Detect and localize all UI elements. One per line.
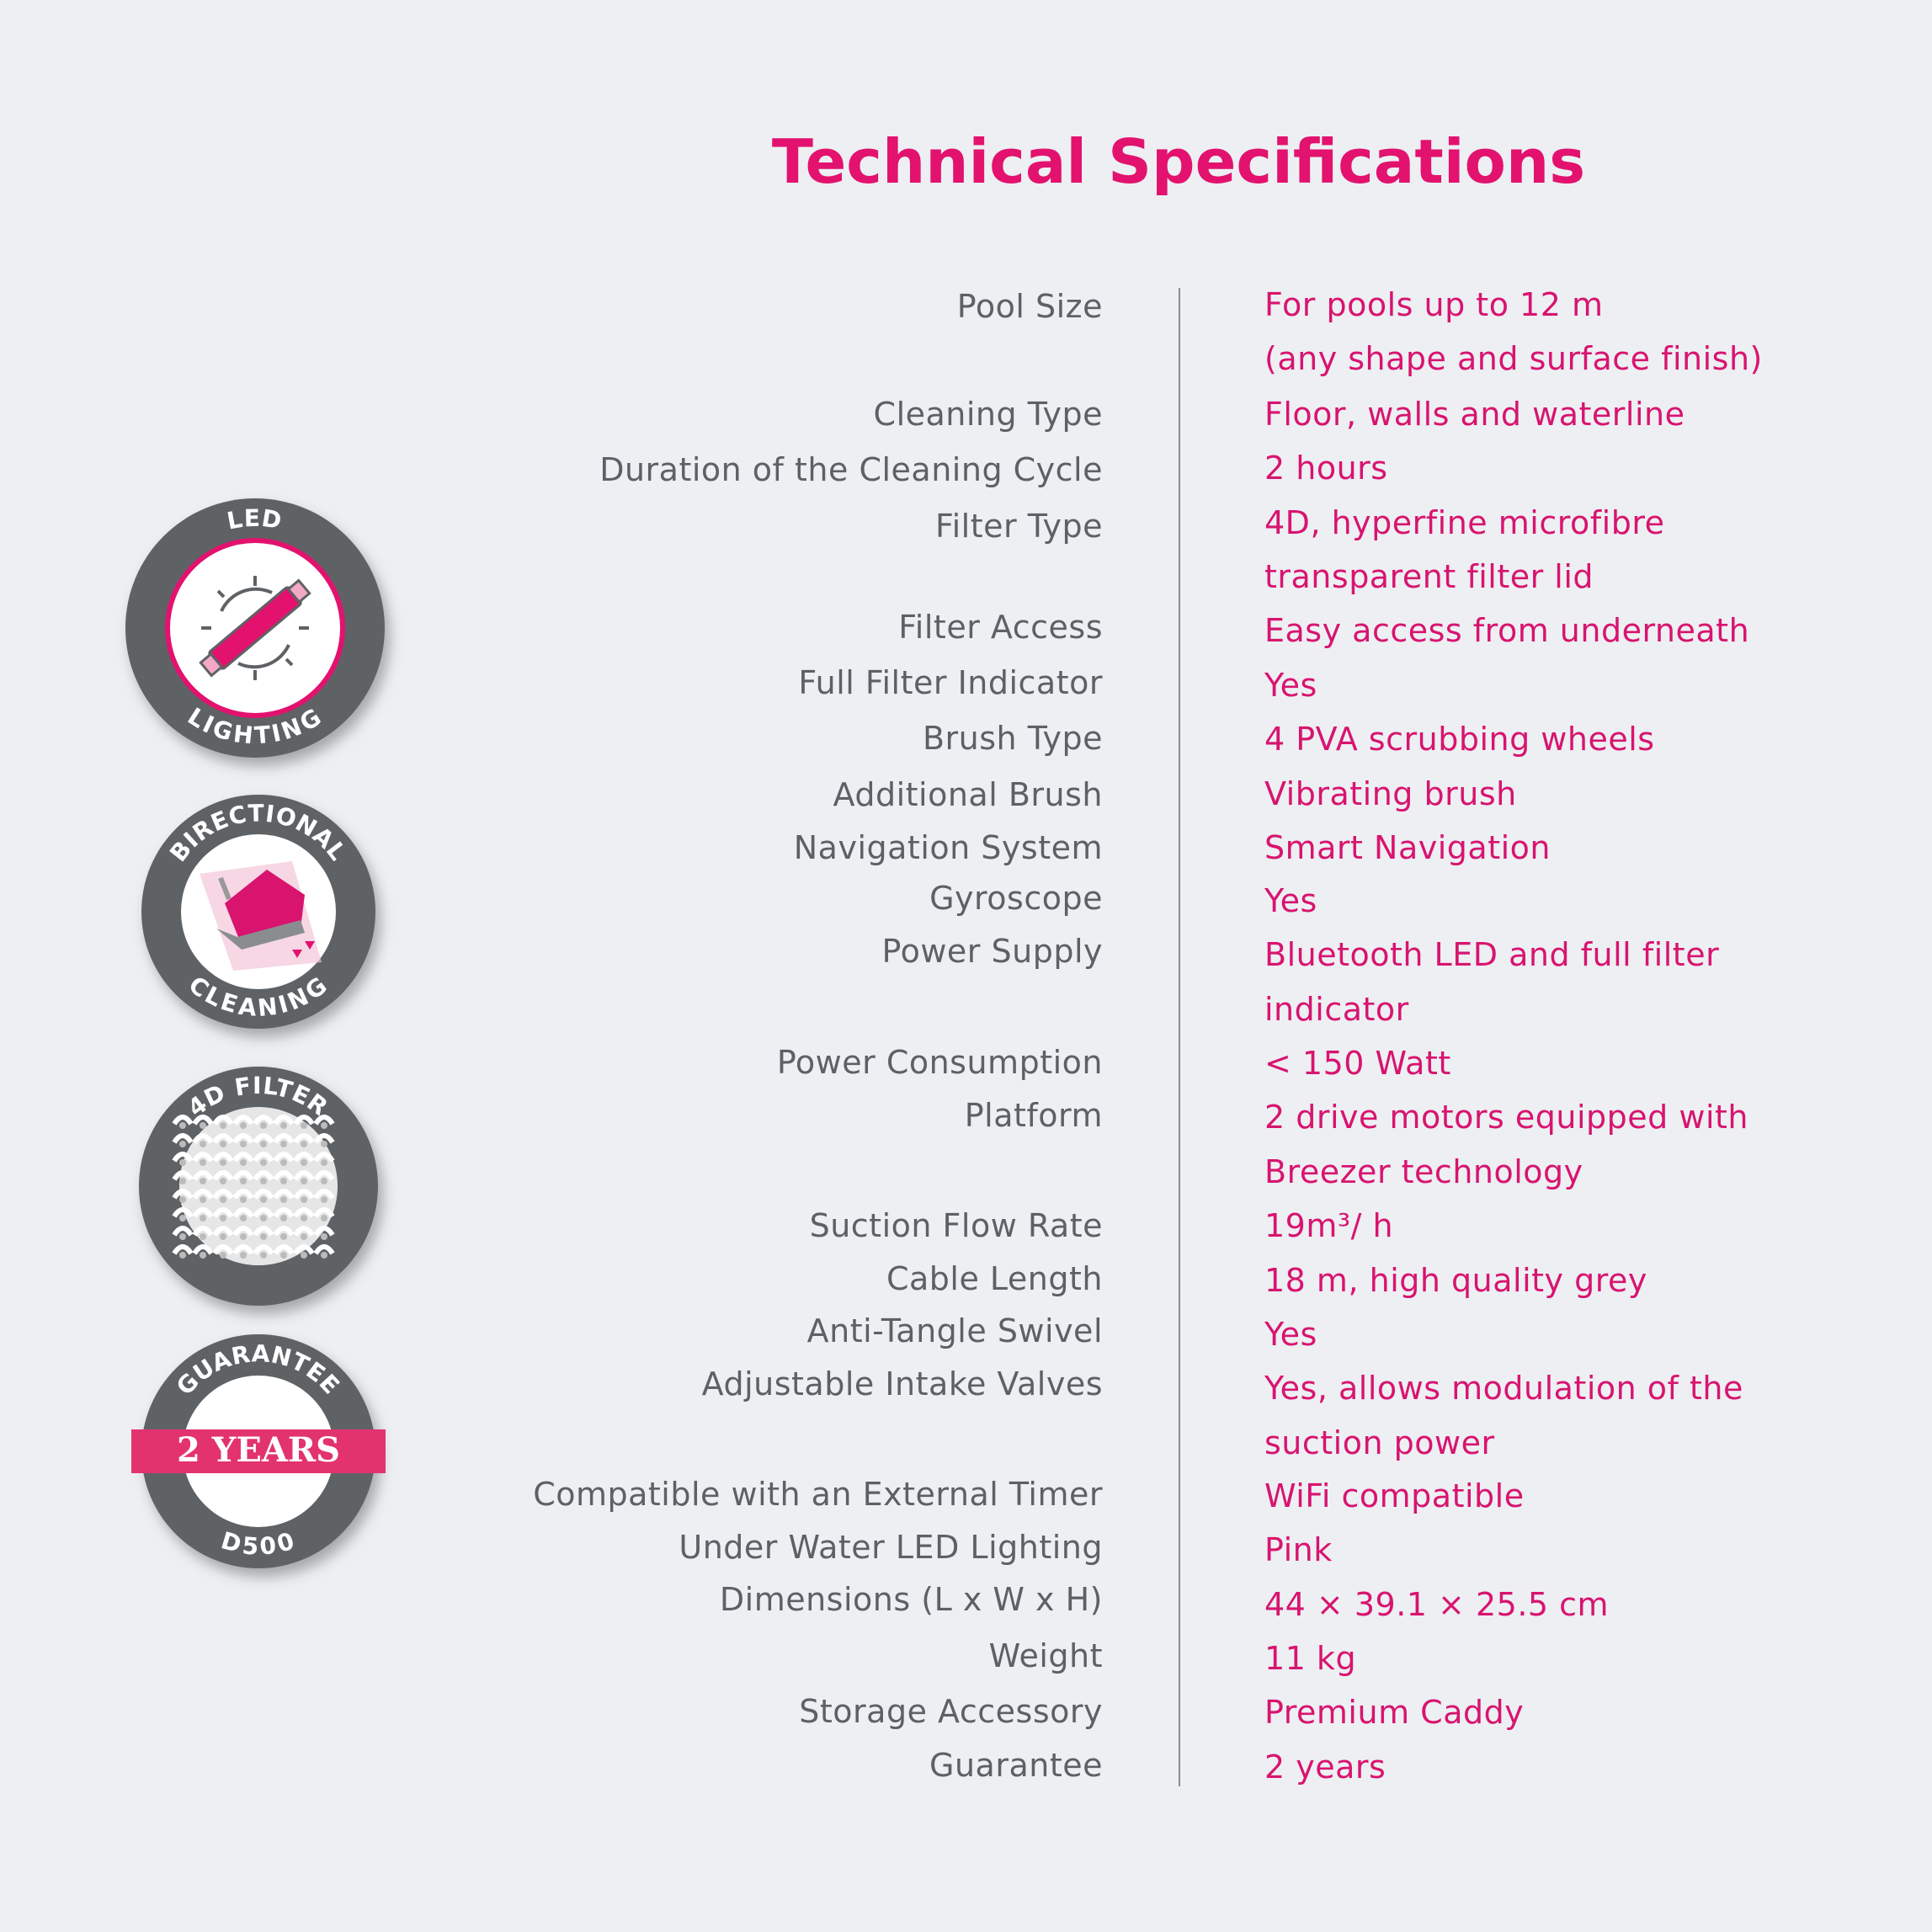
svg-text:LED: LED xyxy=(225,504,285,535)
spec-label: Compatible with an External Timer xyxy=(533,1476,1103,1514)
spec-value: Easy access from underneath xyxy=(1264,612,1750,650)
spec-value: Bluetooth LED and full filter xyxy=(1264,936,1720,974)
spec-label: Cleaning Type xyxy=(873,395,1103,433)
spec-label: Power Supply xyxy=(881,932,1103,970)
spec-value: Yes, allows modulation of the xyxy=(1264,1370,1743,1408)
spec-value: 11 kg xyxy=(1264,1640,1357,1677)
spec-value: For pools up to 12 m xyxy=(1264,285,1604,323)
spec-value: Yes xyxy=(1264,881,1317,919)
filter-mesh-icon xyxy=(172,1107,338,1265)
spec-label: Anti-Tangle Swivel xyxy=(806,1312,1103,1349)
spec-label: Power Consumption xyxy=(776,1043,1103,1081)
spec-label: Filter Type xyxy=(935,507,1103,545)
column-divider xyxy=(1179,288,1180,1786)
spec-label: Brush Type xyxy=(922,719,1103,757)
spec-value: suction power xyxy=(1264,1424,1495,1461)
spec-value: indicator xyxy=(1264,990,1409,1028)
spec-value: 4D, hyperfine microfibre xyxy=(1264,503,1665,541)
spec-value: 18 m, high quality grey xyxy=(1264,1261,1647,1299)
feature-badge: BIRECTIONAL CLEANING xyxy=(141,795,375,1029)
spec-value: transparent filter lid xyxy=(1264,557,1594,595)
spec-value: 2 drive motors equipped with xyxy=(1264,1099,1749,1136)
badge-top-text: LED xyxy=(225,504,284,535)
feature-badge: 4D FILTER xyxy=(139,1067,378,1306)
spec-value: (any shape and surface finish) xyxy=(1264,339,1763,377)
spec-label: Dimensions (L x W x H) xyxy=(719,1580,1103,1618)
led-tube-icon xyxy=(165,538,345,718)
spec-label: Gyroscope xyxy=(929,879,1103,917)
spec-value: 19m³/ h xyxy=(1264,1207,1394,1245)
spec-value: Vibrating brush xyxy=(1264,774,1517,812)
spec-label: Cable Length xyxy=(886,1260,1103,1298)
spec-value: Yes xyxy=(1264,666,1317,704)
spec-value: Smart Navigation xyxy=(1264,828,1551,866)
spec-label: Additional Brush xyxy=(833,776,1103,814)
spec-value: 2 years xyxy=(1264,1748,1386,1786)
spec-value: Yes xyxy=(1264,1316,1317,1354)
spec-label: Platform xyxy=(964,1096,1103,1134)
robot-cleaner-icon xyxy=(181,834,336,989)
spec-label: Under Water LED Lighting xyxy=(679,1529,1103,1567)
spec-label: Suction Flow Rate xyxy=(809,1207,1103,1245)
spec-label: Weight xyxy=(988,1637,1103,1675)
spec-value: 4 PVA scrubbing wheels xyxy=(1264,721,1655,758)
spec-label: Navigation System xyxy=(793,828,1103,866)
spec-value: Pink xyxy=(1264,1531,1333,1569)
spec-label: Filter Access xyxy=(898,608,1103,646)
spec-label: Duration of the Cleaning Cycle xyxy=(599,450,1103,488)
spec-value: Breezer technology xyxy=(1264,1152,1583,1190)
spec-label: Guarantee xyxy=(929,1747,1103,1785)
feature-badge: GUARANTEE D500 2 YEARS xyxy=(131,1334,386,1568)
spec-value: 2 hours xyxy=(1264,450,1388,487)
spec-value: WiFi compatible xyxy=(1264,1477,1525,1514)
guarantee-banner-text: 2 YEARS xyxy=(177,1430,340,1470)
feature-badge: LED LIGHTING xyxy=(125,498,385,758)
guarantee-banner xyxy=(131,1429,386,1473)
spec-label: Full Filter Indicator xyxy=(798,663,1103,701)
spec-label: Storage Accessory xyxy=(799,1692,1103,1730)
spec-label: Adjustable Intake Valves xyxy=(701,1365,1103,1402)
spec-value: < 150 Watt xyxy=(1264,1045,1451,1083)
spec-value: Floor, walls and waterline xyxy=(1264,395,1685,433)
page-title: Technical Specifications xyxy=(771,126,1586,197)
spec-value: 44 × 39.1 × 25.5 cm xyxy=(1264,1585,1610,1623)
spec-value: Premium Caddy xyxy=(1264,1694,1525,1732)
spec-label: Pool Size xyxy=(956,288,1103,326)
